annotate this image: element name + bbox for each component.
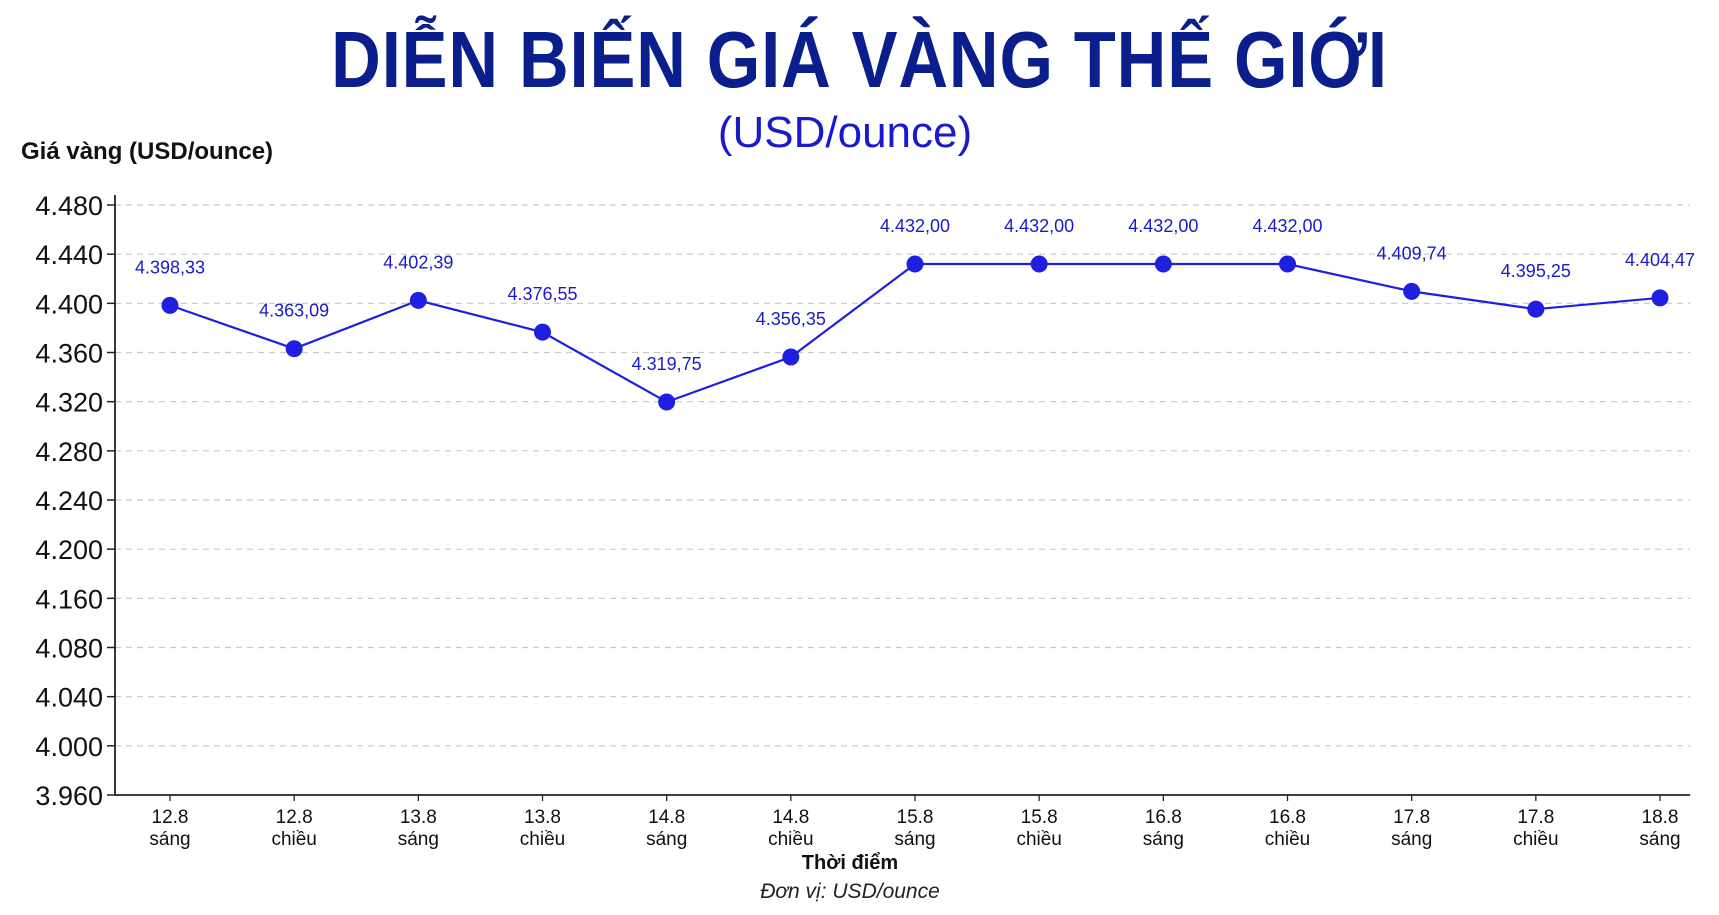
x-tick-label-date: 17.8 xyxy=(1517,807,1554,828)
data-point xyxy=(906,255,924,273)
y-tick-label: 3.960 xyxy=(35,781,103,811)
x-tick-label-session: chiều xyxy=(520,829,565,850)
x-tick-label-date: 13.8 xyxy=(400,807,437,828)
data-point xyxy=(161,296,179,314)
data-point xyxy=(1651,289,1669,307)
y-tick-label: 4.480 xyxy=(35,191,103,221)
unit-note: Đơn vị: USD/ounce xyxy=(760,880,940,903)
x-tick-label-session: chiều xyxy=(271,829,316,850)
x-tick-label-session: chiều xyxy=(768,829,813,850)
x-axis-label: Thời điểm xyxy=(801,852,899,874)
x-tick-label-session: sáng xyxy=(894,829,935,850)
data-label: 4.363,09 xyxy=(259,301,329,321)
y-tick-label: 4.320 xyxy=(35,388,103,418)
data-label: 4.402,39 xyxy=(383,252,453,272)
data-label: 4.432,00 xyxy=(1252,216,1322,236)
chart-title: DIỄN BIẾN GIÁ VÀNG THẾ GIỚI xyxy=(331,15,1388,104)
x-tick-label-session: sáng xyxy=(1143,829,1184,850)
x-tick-label-session: sáng xyxy=(149,829,190,850)
data-point xyxy=(1154,255,1172,273)
x-tick-label-session: chiều xyxy=(1265,829,1310,850)
x-tick-label-date: 14.8 xyxy=(772,807,809,828)
x-tick-label-session: sáng xyxy=(1391,829,1432,850)
data-point xyxy=(1527,300,1545,318)
x-tick-label-session: sáng xyxy=(646,829,687,850)
data-label: 4.376,55 xyxy=(507,284,577,304)
x-tick-label-date: 14.8 xyxy=(648,807,685,828)
data-point xyxy=(534,323,551,341)
x-tick-label-date: 12.8 xyxy=(152,807,189,828)
x-tick-label-date: 18.8 xyxy=(1642,807,1679,828)
y-tick-label: 4.200 xyxy=(35,535,103,565)
x-tick-label-session: chiều xyxy=(1513,829,1558,850)
y-tick-label: 4.000 xyxy=(35,732,103,762)
data-label: 4.398,33 xyxy=(135,257,205,277)
data-label: 4.409,74 xyxy=(1377,243,1447,263)
x-tick-label-session: sáng xyxy=(398,829,439,850)
data-point xyxy=(409,291,427,309)
series-line xyxy=(169,262,1661,404)
y-tick-label: 4.280 xyxy=(35,437,103,467)
data-point xyxy=(1030,255,1048,273)
x-tick-label-date: 16.8 xyxy=(1145,807,1182,828)
data-label: 4.395,25 xyxy=(1501,261,1571,281)
y-tick-label: 4.240 xyxy=(35,486,103,516)
x-tick-label-date: 15.8 xyxy=(897,807,934,828)
y-tick-label: 4.040 xyxy=(35,683,103,713)
data-label: 4.432,00 xyxy=(880,216,950,236)
data-label: 4.432,00 xyxy=(1004,216,1074,236)
data-point xyxy=(285,340,303,358)
x-tick-label-date: 16.8 xyxy=(1269,807,1306,828)
data-point xyxy=(1279,255,1296,273)
data-label: 4.356,35 xyxy=(756,309,826,329)
data-point xyxy=(782,348,800,366)
chart-subtitle: (USD/ounce) xyxy=(717,108,973,157)
y-axis-label: Giá vàng (USD/ounce) xyxy=(21,138,274,165)
y-tick-label: 4.160 xyxy=(35,584,103,614)
x-tick-label-date: 13.8 xyxy=(524,807,561,828)
x-tick-label-date: 12.8 xyxy=(276,807,313,828)
data-label: 4.404,47 xyxy=(1625,250,1695,270)
x-tick-label-date: 15.8 xyxy=(1021,807,1058,828)
x-tick-label-session: chiều xyxy=(1016,829,1061,850)
x-tick-label-session: sáng xyxy=(1639,829,1680,850)
y-tick-label: 4.080 xyxy=(35,634,103,664)
data-point xyxy=(658,393,676,411)
data-label: 4.432,00 xyxy=(1128,216,1198,236)
y-tick-label: 4.440 xyxy=(35,240,103,270)
data-point xyxy=(1403,282,1421,300)
data-label: 4.319,75 xyxy=(632,354,702,374)
y-tick-label: 4.400 xyxy=(35,289,103,319)
y-tick-label: 4.360 xyxy=(35,339,103,369)
x-tick-label-date: 17.8 xyxy=(1393,807,1430,828)
